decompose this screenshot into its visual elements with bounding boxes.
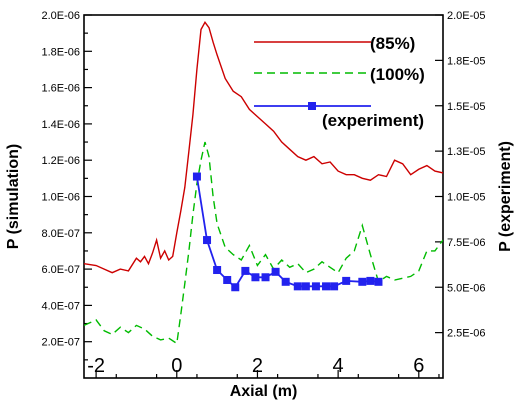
experiment-marker xyxy=(311,282,320,291)
y-left-tick-label: 1.4E-06 xyxy=(41,119,80,131)
y-left-tick-label: 1.2E-06 xyxy=(41,155,80,167)
y-axis-left: 2.0E-07 4.0E-07 6.0E-07 8.0E-07 1.0E-06 1.2E-… xyxy=(41,10,92,361)
legend-label-1: (100%) xyxy=(370,65,425,84)
y-right-tick-label: 1.0E-05 xyxy=(447,192,486,204)
y-axis-left-title: P (simulation) xyxy=(5,144,22,250)
experiment-marker xyxy=(366,276,375,285)
experiment-marker xyxy=(281,277,290,286)
legend-label-0: (85%) xyxy=(370,34,415,53)
experiment-marker xyxy=(213,266,222,275)
x-axis: -2 0 2 4 6 xyxy=(87,355,440,378)
y-left-tick-label: 8.0E-07 xyxy=(41,228,80,240)
experiment-marker xyxy=(342,276,351,285)
y-axis-right: 2.5E-06 5.0E-06 7.5E-06 1.0E-05 1.3E-05 1.5E-… xyxy=(435,10,486,340)
x-tick-label: 6 xyxy=(413,355,424,377)
x-tick-label: -2 xyxy=(87,355,105,377)
experiment-marker xyxy=(358,277,367,286)
legend-marker xyxy=(308,102,316,110)
y-left-tick-label: 2.0E-06 xyxy=(41,10,80,22)
y-left-tick-label: 2.0E-07 xyxy=(41,337,80,349)
y-axis-right-title: P (experiment) xyxy=(497,141,514,252)
x-tick-label: 2 xyxy=(252,355,263,377)
experiment-marker xyxy=(322,282,331,291)
experiment-marker xyxy=(261,273,270,282)
y-right-tick-label: 5.0E-06 xyxy=(447,282,486,294)
legend-label-2: (experiment) xyxy=(322,111,424,130)
x-axis-title: Axial (m) xyxy=(230,383,298,400)
experiment-marker xyxy=(251,273,260,282)
x-tick-label: 0 xyxy=(171,355,182,377)
y-left-tick-label: 6.0E-07 xyxy=(41,264,80,276)
y-left-tick-label: 1.6E-06 xyxy=(41,83,80,95)
experiment-marker xyxy=(231,283,240,292)
experiment-marker xyxy=(374,277,383,286)
series-line-1 xyxy=(84,141,443,345)
experiment-marker xyxy=(293,282,302,291)
experiment-marker xyxy=(203,236,212,245)
experiment-marker xyxy=(271,267,280,276)
y-right-tick-label: 1.8E-05 xyxy=(447,55,486,67)
y-right-tick-label: 7.5E-06 xyxy=(447,237,486,249)
y-right-tick-label: 1.3E-05 xyxy=(447,146,486,158)
y-left-tick-label: 1.8E-06 xyxy=(41,46,80,58)
y-right-tick-label: 2.0E-05 xyxy=(447,10,486,22)
experiment-marker xyxy=(330,282,339,291)
experiment-marker xyxy=(223,275,232,284)
legend: (85%) (100%) (experiment) xyxy=(254,34,425,130)
x-tick-label: 4 xyxy=(333,355,344,377)
experiment-marker xyxy=(301,282,310,291)
y-right-tick-label: 2.5E-06 xyxy=(447,328,486,340)
y-left-tick-label: 4.0E-07 xyxy=(41,300,80,312)
experiment-marker xyxy=(241,266,250,275)
y-right-tick-label: 1.5E-05 xyxy=(447,101,486,113)
y-left-tick-label: 1.0E-06 xyxy=(41,192,80,204)
series-line-2 xyxy=(196,176,379,289)
series-layer xyxy=(84,21,443,345)
experiment-marker xyxy=(192,172,201,181)
series-line-0 xyxy=(84,21,443,274)
